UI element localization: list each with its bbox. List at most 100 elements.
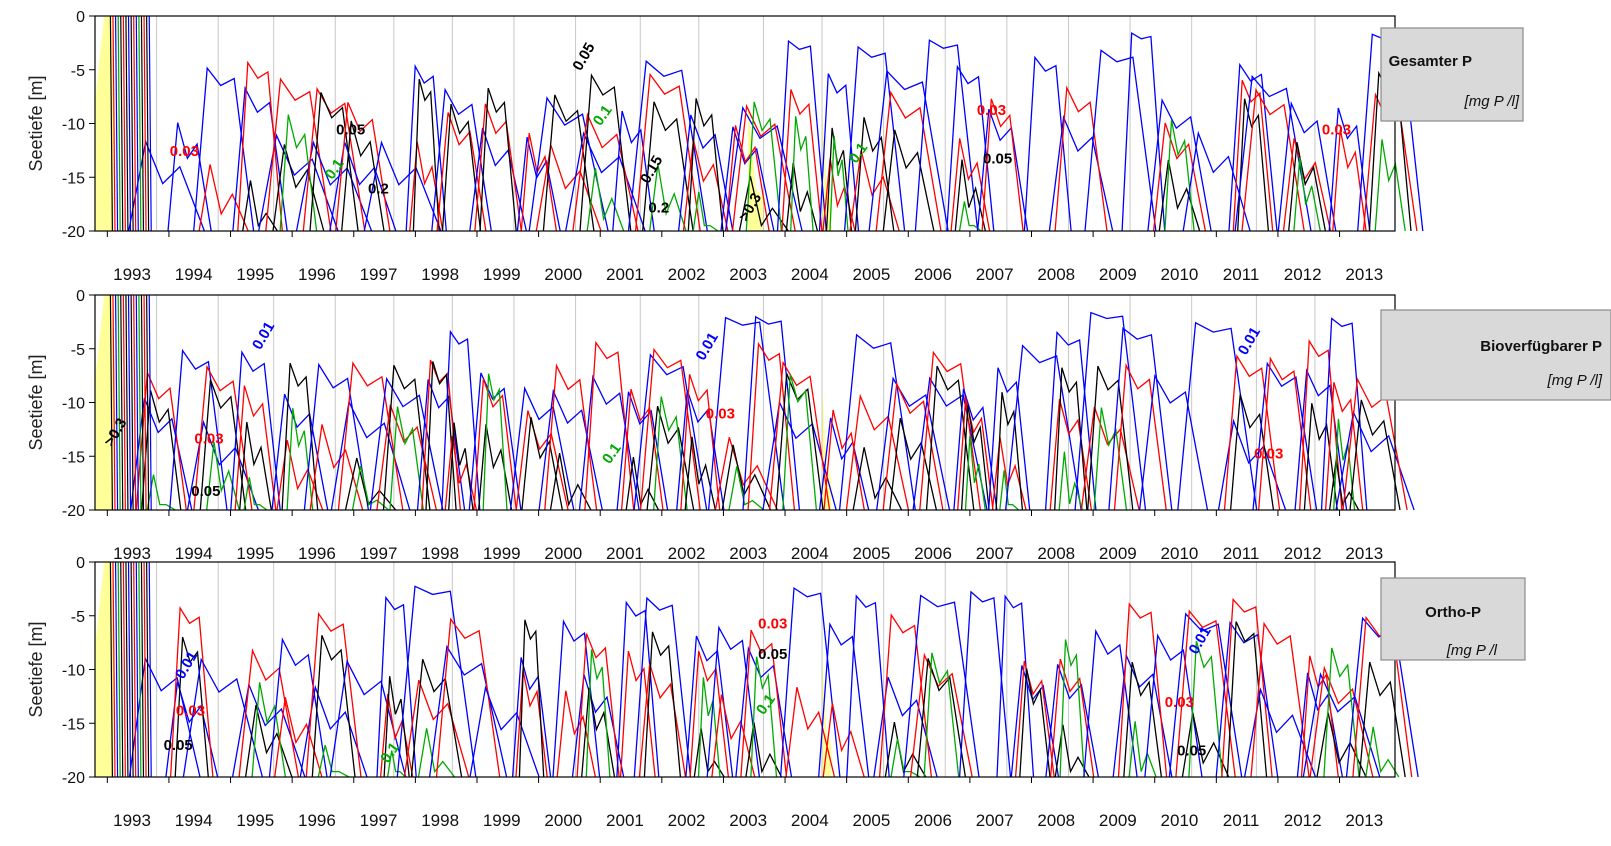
contour-line (571, 674, 625, 778)
contour-label: 0.05 (164, 737, 193, 754)
contour-line (680, 374, 721, 511)
contour-line (120, 15, 124, 232)
contour-line (1054, 367, 1088, 511)
x-tick-label: 1999 (483, 265, 521, 284)
contour-line (389, 406, 424, 511)
contour-line (441, 103, 482, 232)
contour-line (198, 164, 249, 232)
contour-line (1335, 410, 1415, 511)
x-tick-label: 1995 (236, 544, 274, 563)
contour-line (1332, 129, 1367, 232)
contour-label: 0.03 (758, 616, 787, 633)
contour-line (711, 694, 756, 778)
x-tick-label: 2006 (914, 811, 952, 830)
x-tick-label: 1993 (113, 811, 151, 830)
contour-line (122, 15, 126, 232)
contour-line (958, 590, 1012, 778)
panel-unit: [mg P /l] (1547, 372, 1603, 389)
x-tick-label: 2000 (544, 265, 582, 284)
contour-line (130, 294, 134, 511)
contour-line (882, 129, 935, 232)
contour-label: 0.03 (1165, 694, 1194, 711)
contour-line (114, 561, 119, 778)
contour-line (1352, 615, 1413, 778)
contour-label: 0.15 (637, 153, 666, 187)
contour-line (634, 72, 701, 232)
contour-label: 0.05 (1177, 743, 1206, 760)
contour-line (112, 561, 116, 778)
contour-line (790, 116, 814, 232)
contour-label: 0.05 (191, 483, 220, 500)
contour-line (518, 619, 545, 778)
contour-line (1113, 363, 1167, 511)
contour-line (612, 110, 655, 232)
x-tick-label: 2004 (791, 811, 829, 830)
y-tick-label: 0 (76, 555, 85, 572)
contour-line (146, 15, 150, 232)
contour-line (120, 294, 124, 511)
contour-line (1019, 668, 1051, 778)
contour-label: 0.05 (758, 646, 787, 663)
contour-line (785, 687, 836, 778)
contour-line (1058, 451, 1084, 511)
contour-line (822, 703, 865, 778)
contour-line (544, 363, 598, 511)
contour-line (676, 389, 725, 511)
contour-line (311, 635, 356, 778)
contour-label: 0.03 (170, 143, 199, 160)
contour-line (148, 561, 152, 778)
contour-line (873, 676, 938, 778)
contour-line (1333, 418, 1356, 511)
contour-line (1302, 672, 1381, 778)
contour-line (542, 94, 595, 232)
contour-line (912, 376, 988, 511)
contour-line (946, 64, 995, 232)
x-tick-label: 2003 (729, 265, 767, 284)
contour-line (521, 417, 564, 511)
contour-line (528, 96, 609, 232)
contour-line (1324, 382, 1364, 511)
panel-1: 0 -5 -10 -15 -20 Seetiefe [m] 1993 1994 1995 1996… (26, 288, 1611, 563)
contour-line (1303, 403, 1338, 511)
contour-line (685, 635, 734, 778)
contour-line (1059, 639, 1085, 778)
x-tick-label: 2009 (1099, 544, 1137, 563)
contour-line (140, 561, 145, 778)
x-tick-label: 2007 (976, 811, 1014, 830)
contour-label: 0.03 (977, 102, 1006, 119)
contour-line (1108, 326, 1173, 511)
contour-label: 0.2 (368, 180, 389, 197)
contour-line (138, 15, 142, 232)
contour-line (707, 316, 785, 511)
contour-line (243, 477, 268, 511)
contour-line (762, 400, 837, 511)
contour-line (742, 315, 801, 511)
contour-line (369, 376, 444, 511)
contour-line (976, 108, 1029, 232)
contour-line (431, 87, 492, 232)
x-tick-label: 2008 (1037, 265, 1075, 284)
contour-line (981, 98, 1024, 232)
contour-line (436, 112, 487, 232)
y-axis-label: Seetiefe [m] (26, 621, 46, 717)
x-tick-label: 2004 (791, 265, 829, 284)
contour-line (230, 350, 281, 511)
contour-line (143, 15, 147, 232)
contour-line (923, 652, 960, 778)
y-tick-label: 0 (76, 9, 85, 26)
contour-line (244, 704, 293, 778)
x-tick-label: 2008 (1037, 811, 1075, 830)
x-tick-label: 1994 (175, 811, 213, 830)
x-tick-label: 2006 (914, 265, 952, 284)
contour-line (396, 585, 477, 778)
x-tick-label: 1998 (421, 265, 459, 284)
x-tick-label: 1994 (175, 544, 213, 563)
contour-line (114, 15, 119, 232)
x-tick-label: 2001 (606, 265, 644, 284)
contour-line (167, 122, 212, 232)
highlight-region (95, 16, 114, 231)
contour-line (169, 348, 228, 511)
contour-line (239, 421, 272, 511)
contour-line (1147, 97, 1212, 232)
x-tick-label: 1996 (298, 265, 336, 284)
